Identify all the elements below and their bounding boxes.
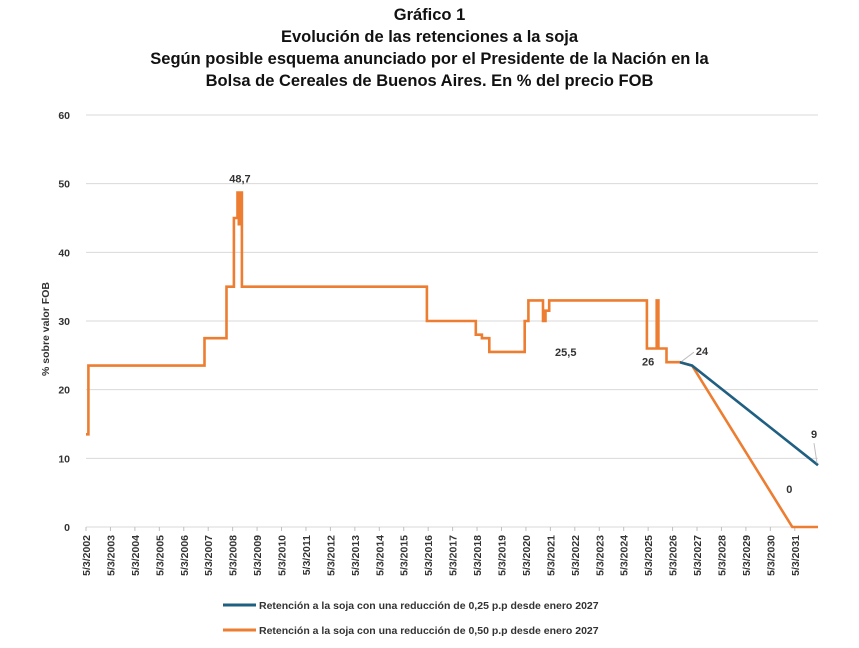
x-tick-label: 5/3/2017: [448, 535, 460, 576]
x-tick-label: 5/3/2022: [570, 535, 582, 576]
x-tick-label: 5/3/2025: [643, 535, 655, 576]
y-tick-label: 40: [58, 247, 70, 259]
legend-label-2: Retención a la soja con una reducción de…: [259, 625, 599, 637]
x-tick-label: 5/3/2015: [399, 535, 411, 576]
x-tick-label: 5/3/2020: [521, 535, 533, 576]
x-tick-label: 5/3/2002: [81, 535, 93, 576]
annotation-leader-line: [681, 351, 695, 362]
data-label: 9: [811, 429, 817, 441]
x-tick-label: 5/3/2012: [325, 535, 337, 576]
x-tick-label: 5/3/2004: [130, 535, 142, 576]
x-tick-label: 5/3/2026: [668, 535, 680, 576]
x-tick-label: 5/3/2029: [741, 535, 753, 576]
legend-label-1: Retención a la soja con una reducción de…: [259, 600, 599, 612]
annotation-leader-line: [813, 443, 818, 464]
y-tick-label: 30: [58, 316, 70, 328]
x-tick-label: 5/3/2019: [496, 535, 508, 576]
y-tick-label: 50: [58, 179, 70, 191]
x-tick-label: 5/3/2003: [105, 535, 117, 576]
data-label: 24: [696, 346, 709, 358]
x-tick-label: 5/3/2010: [277, 535, 289, 576]
x-tick-label: 5/3/2028: [716, 535, 728, 576]
x-tick-label: 5/3/2024: [619, 535, 631, 576]
y-tick-label: 0: [64, 522, 70, 534]
chart-title-line-4: Bolsa de Cereales de Buenos Aires. En % …: [205, 72, 654, 90]
x-tick-label: 5/3/2018: [472, 535, 484, 576]
data-label: 25,5: [555, 347, 576, 359]
chart-title-line-3: Según posible esquema anunciado por el P…: [150, 50, 709, 68]
x-tick-label: 5/3/2030: [765, 535, 777, 576]
x-tick-label: 5/3/2027: [692, 535, 704, 576]
x-tick-label: 5/3/2016: [423, 535, 435, 576]
x-tick-label: 5/3/2021: [545, 535, 557, 576]
x-tick-label: 5/3/2006: [179, 535, 191, 576]
chart-titles: Gráfico 1 Evolución de las retenciones a…: [0, 4, 859, 92]
chart-title-line-1: Gráfico 1: [393, 6, 466, 24]
x-tick-label: 5/3/2023: [594, 535, 606, 576]
x-tick-label: 5/3/2011: [301, 535, 313, 575]
series-line-2: [86, 191, 818, 529]
y-tick-label: 10: [58, 453, 70, 465]
x-tick-label: 5/3/2007: [203, 535, 215, 576]
data-label: 26: [642, 356, 654, 368]
series-line-1: [679, 360, 819, 467]
y-axis-label: % sobre valor FOB: [40, 282, 52, 376]
x-tick-label: 5/3/2014: [374, 535, 386, 576]
y-tick-label: 60: [58, 110, 70, 122]
x-tick-label: 5/3/2013: [350, 535, 362, 576]
data-label: 0: [786, 484, 792, 496]
x-tick-label: 5/3/2008: [228, 535, 240, 576]
x-tick-label: 5/3/2031: [790, 535, 802, 576]
chart-title-line-2: Evolución de las retenciones a la soja: [280, 28, 579, 46]
y-tick-label: 20: [58, 385, 70, 397]
x-tick-label: 5/3/2005: [154, 535, 166, 576]
x-tick-label: 5/3/2009: [252, 535, 264, 576]
data-label: 48,7: [229, 174, 250, 186]
